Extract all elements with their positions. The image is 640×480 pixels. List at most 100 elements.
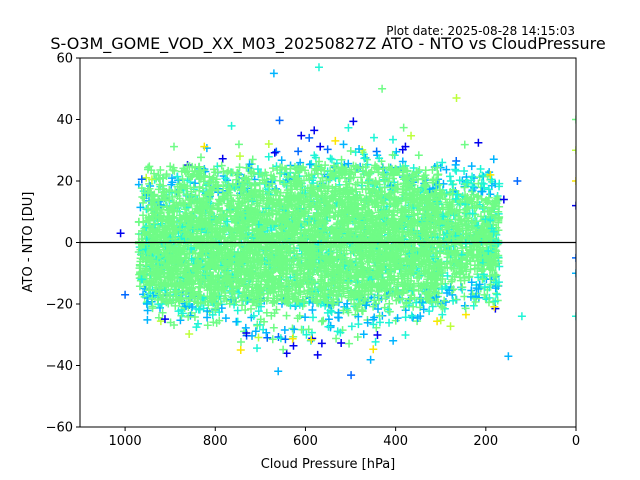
data-point (470, 261, 479, 270)
data-point (487, 175, 496, 184)
data-point (493, 290, 502, 299)
data-point (236, 186, 245, 195)
data-point (445, 172, 454, 181)
data-point (264, 152, 273, 161)
data-point (429, 262, 438, 271)
data-point (203, 321, 212, 330)
data-point (316, 244, 325, 253)
data-point (410, 211, 419, 220)
data-point (148, 302, 157, 311)
data-point (329, 212, 338, 221)
data-point (489, 200, 498, 209)
data-point (267, 223, 276, 232)
data-point (443, 222, 452, 231)
data-point (305, 133, 314, 142)
data-point (220, 262, 229, 271)
data-point (188, 303, 197, 312)
data-point (462, 221, 471, 230)
data-point (290, 325, 299, 334)
data-point (279, 345, 288, 354)
data-point (302, 330, 311, 339)
data-point (436, 316, 445, 325)
data-point (185, 249, 194, 258)
data-point (492, 271, 501, 280)
data-point (375, 318, 384, 327)
data-point (467, 162, 476, 171)
data-point (139, 211, 148, 220)
data-point (354, 164, 363, 173)
data-point (344, 159, 353, 168)
data-point (233, 306, 242, 315)
data-point (357, 173, 366, 182)
data-point (339, 306, 348, 315)
data-point (468, 172, 477, 181)
data-point (362, 214, 371, 223)
data-point (494, 207, 503, 216)
data-point (468, 253, 477, 262)
data-point (151, 220, 160, 229)
data-point (439, 179, 448, 188)
data-point (455, 262, 464, 271)
data-point (137, 184, 146, 193)
data-point (447, 246, 455, 255)
data-point (134, 239, 143, 248)
data-point (137, 175, 146, 184)
data-point (263, 333, 272, 342)
data-point (362, 301, 371, 310)
data-point (433, 317, 442, 326)
data-point (148, 294, 157, 303)
data-point (360, 154, 369, 163)
data-point (295, 311, 304, 320)
data-point (282, 311, 291, 320)
data-point (489, 227, 498, 236)
data-point (196, 153, 205, 162)
data-point (395, 232, 404, 241)
data-point (446, 177, 455, 186)
data-point (220, 193, 229, 202)
data-point (449, 285, 458, 294)
data-point (424, 189, 433, 198)
data-point (279, 235, 288, 244)
data-point (322, 176, 331, 185)
data-point (176, 316, 185, 325)
data-point (363, 318, 372, 327)
data-point (494, 239, 503, 248)
data-point (166, 318, 175, 327)
data-point (318, 173, 327, 182)
data-point (282, 349, 291, 358)
data-point (288, 334, 297, 343)
data-point (268, 164, 277, 173)
data-point (316, 142, 325, 151)
data-point (495, 262, 504, 271)
data-point (476, 164, 485, 173)
data-point (214, 271, 223, 280)
data-point (491, 297, 500, 306)
data-point (463, 248, 472, 257)
data-point (331, 136, 340, 145)
data-point (451, 194, 460, 203)
data-point (142, 173, 151, 182)
data-point (478, 171, 487, 180)
data-point (317, 317, 326, 326)
data-point (356, 228, 365, 237)
data-point (327, 224, 336, 233)
data-point (295, 166, 304, 175)
data-point (315, 157, 324, 166)
data-point (407, 131, 416, 140)
data-point (483, 198, 492, 207)
data-point (263, 200, 272, 209)
data-point (456, 197, 465, 206)
data-point (446, 322, 455, 331)
data-point (463, 204, 472, 213)
data-point (438, 158, 447, 167)
data-point (334, 313, 343, 322)
data-point (234, 170, 243, 179)
data-point (467, 194, 476, 203)
data-point (344, 194, 353, 203)
data-point (223, 217, 232, 226)
data-point (484, 298, 493, 307)
data-point (369, 345, 378, 354)
data-point (203, 313, 212, 322)
data-point (425, 263, 434, 272)
